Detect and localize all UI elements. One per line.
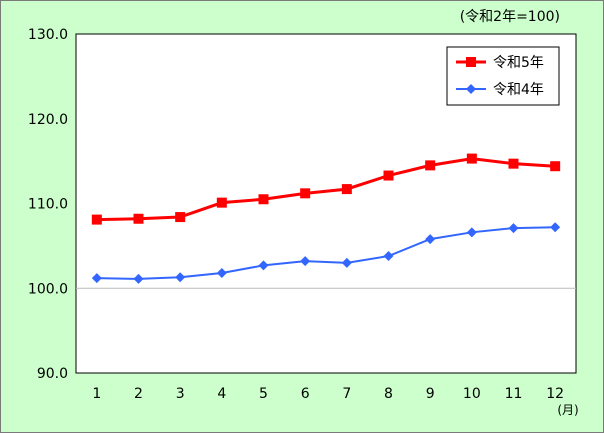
- data-point: [133, 273, 144, 284]
- data-point: [216, 267, 227, 278]
- data-point: [341, 184, 352, 195]
- x-tick-label: 2: [134, 386, 143, 402]
- data-point: [133, 213, 144, 224]
- x-tick-label: 12: [546, 386, 564, 402]
- data-point: [383, 170, 394, 181]
- x-tick-label: 1: [92, 386, 101, 402]
- data-point: [175, 272, 186, 283]
- legend-marker-r4: [466, 84, 476, 94]
- x-tick-label: 10: [463, 386, 481, 402]
- data-point: [466, 153, 477, 164]
- data-point: [91, 273, 102, 284]
- legend-label-r4: 令和4年: [493, 82, 544, 98]
- base-note: (令和2年=100): [460, 9, 560, 25]
- data-point: [550, 161, 561, 172]
- legend: 令和5年 令和4年: [446, 46, 560, 106]
- data-point: [466, 227, 477, 238]
- x-tick-label: 11: [505, 386, 523, 402]
- data-point: [258, 260, 269, 271]
- legend-label-r5: 令和5年: [493, 55, 544, 71]
- x-tick-label: 8: [384, 386, 393, 402]
- x-unit-label: (月): [557, 403, 578, 417]
- y-tick-label: 120.0: [28, 112, 68, 128]
- x-tick-label: 4: [217, 386, 226, 402]
- y-tick-label: 100.0: [28, 281, 68, 297]
- series-layer: [91, 153, 561, 284]
- data-point: [258, 194, 269, 205]
- x-axis: 1 2 3 4 5 6 7 8 9 10 11 12: [92, 386, 564, 402]
- data-point: [383, 251, 394, 262]
- data-point: [425, 234, 436, 245]
- x-tick-label: 6: [301, 386, 310, 402]
- series-line: [96, 157, 556, 222]
- data-point: [341, 257, 352, 268]
- y-tick-label: 110.0: [28, 197, 68, 213]
- y-tick-label: 90.0: [37, 366, 68, 382]
- y-axis: 90.0 100.0 110.0 120.0 130.0: [28, 27, 68, 382]
- data-point: [425, 160, 436, 171]
- data-point: [175, 212, 186, 223]
- x-tick-label: 3: [176, 386, 185, 402]
- data-point: [508, 223, 519, 234]
- legend-box: [446, 46, 560, 106]
- data-point: [300, 188, 311, 199]
- data-point: [91, 214, 102, 225]
- x-tick-label: 7: [342, 386, 351, 402]
- x-tick-label: 5: [259, 386, 268, 402]
- data-point: [550, 222, 561, 233]
- data-point: [508, 158, 519, 169]
- data-point: [216, 197, 227, 208]
- series-line: [96, 226, 556, 280]
- x-tick-label: 9: [426, 386, 435, 402]
- y-tick-label: 130.0: [28, 27, 68, 43]
- legend-marker-r5: [466, 57, 476, 67]
- data-point: [300, 256, 311, 267]
